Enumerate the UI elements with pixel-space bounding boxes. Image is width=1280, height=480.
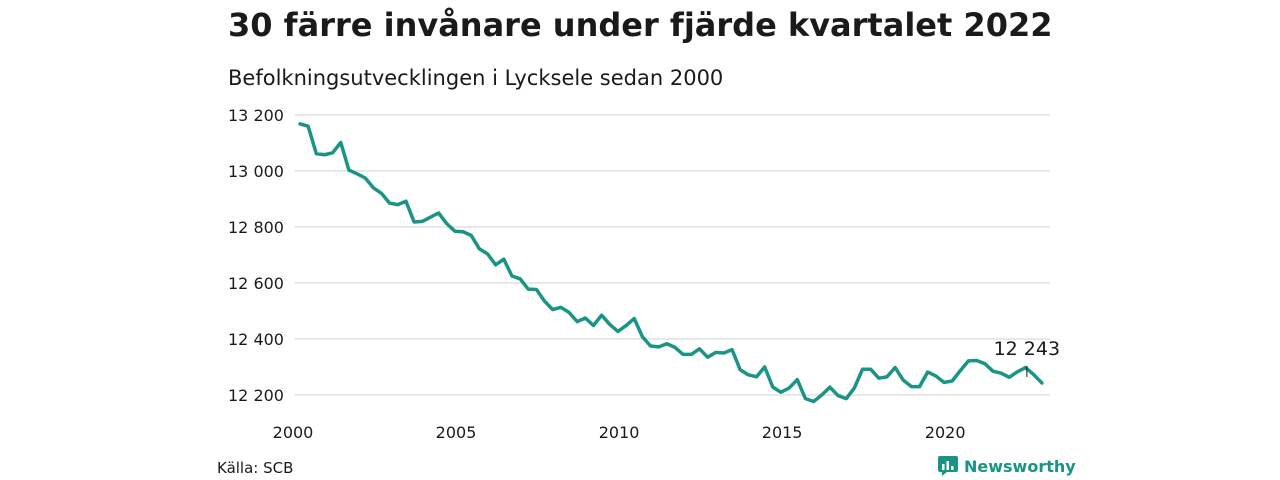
y-tick-label: 12 200 [228,386,284,405]
source-note: Källa: SCB [217,459,294,477]
x-tick-label: 2005 [436,423,477,442]
y-tick-label: 13 200 [228,106,284,125]
x-tick-label: 2015 [762,423,803,442]
newsworthy-logo-icon [938,456,958,476]
x-tick-label: 2020 [925,423,966,442]
last-value-label: 12 243 [994,338,1060,360]
y-tick-label: 12 400 [228,330,284,349]
line-chart: 12 200 12 400 12 600 12 800 13 000 13 200 2000… [228,106,1060,442]
y-tick-label: 13 000 [228,162,284,181]
brand-logo: Newsworthy [938,456,1076,476]
y-tick-label: 12 800 [228,218,284,237]
x-tick-label: 2000 [273,423,314,442]
y-tick-label: 12 600 [228,274,284,293]
chart-subtitle: Befolkningsutvecklingen i Lycksele sedan… [228,66,724,90]
series-line [298,122,1044,404]
brand-name: Newsworthy [964,456,1076,476]
x-tick-label: 2010 [599,423,640,442]
chart-title: 30 färre invånare under fjärde kvartalet… [228,6,1053,44]
